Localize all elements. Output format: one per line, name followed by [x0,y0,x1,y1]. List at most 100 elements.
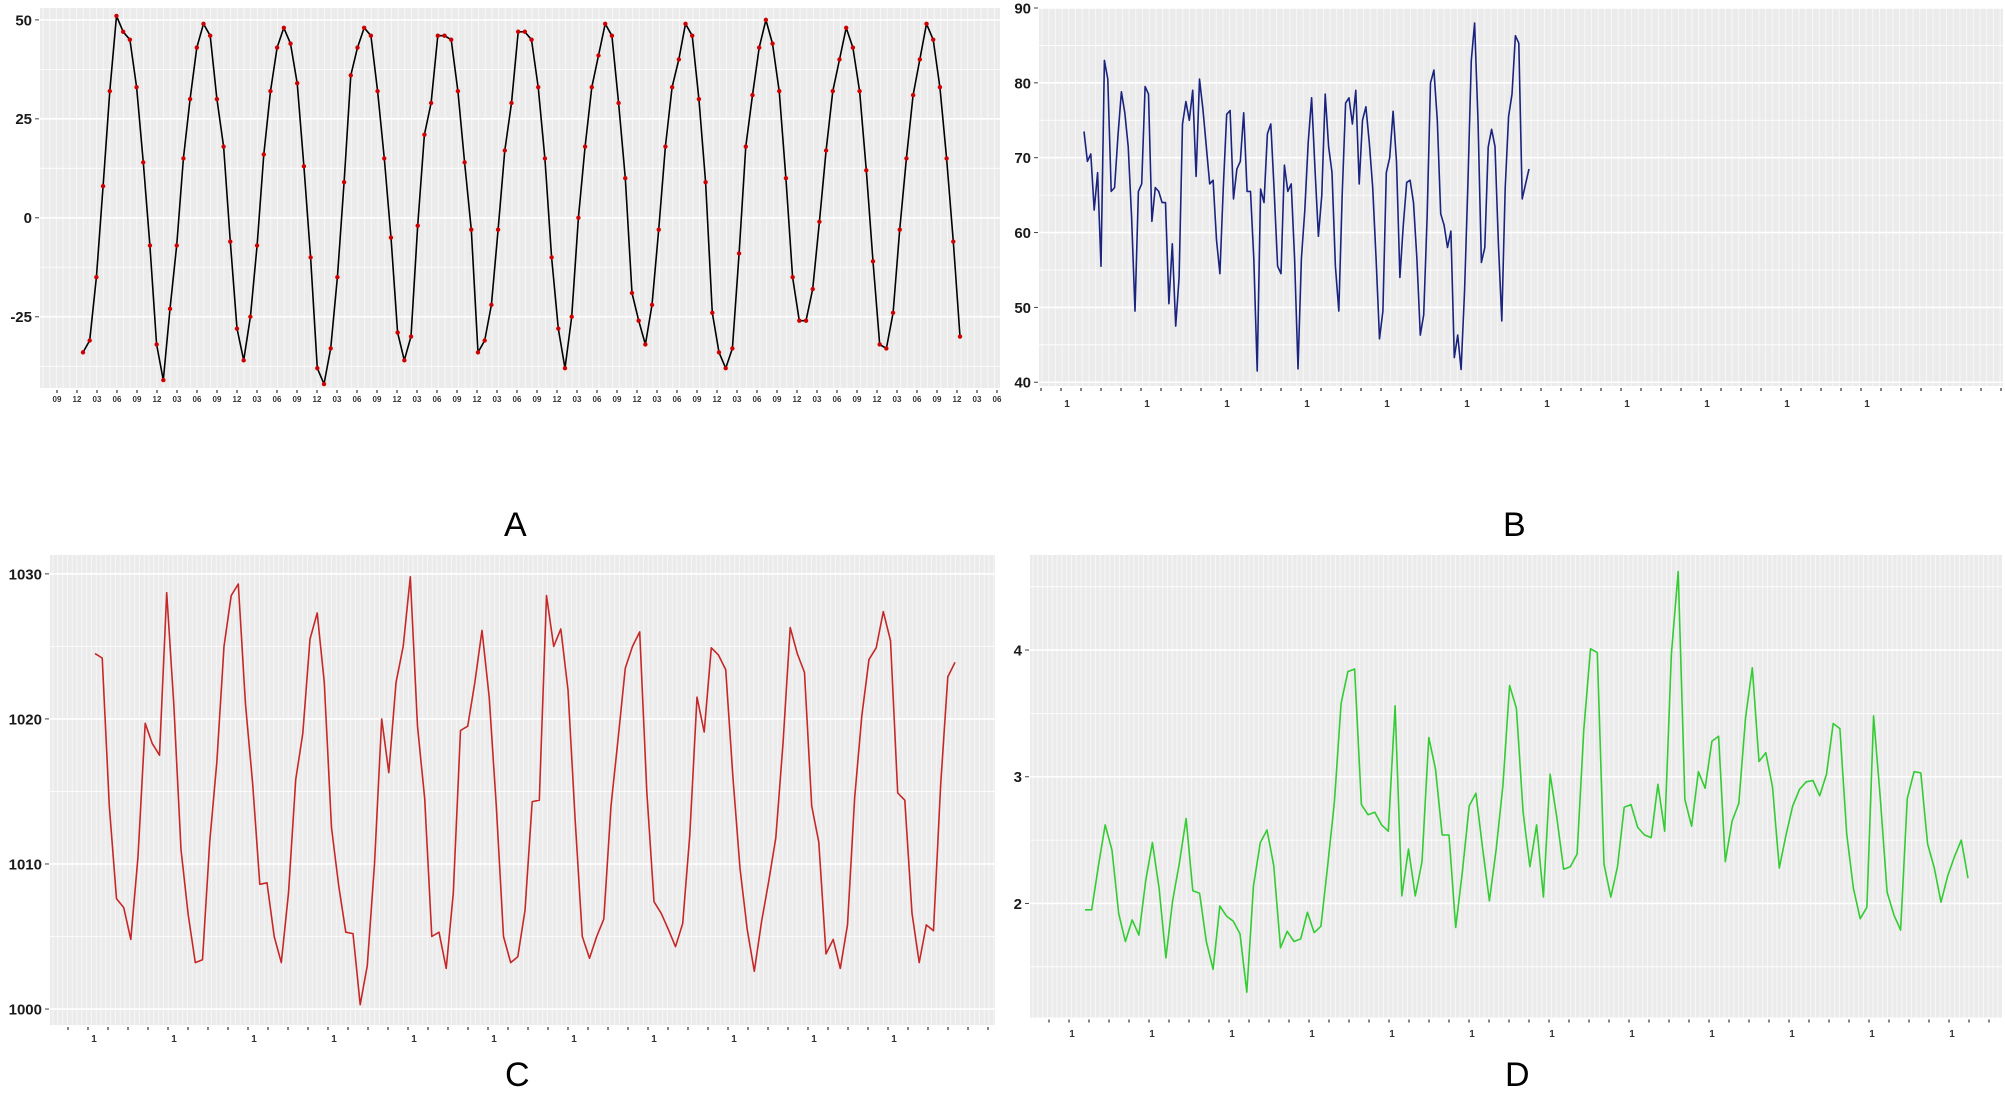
x-tick-label: 12 [473,395,482,404]
x-tick-label: 1 [1549,1029,1555,1040]
y-tick-label: 0 [24,210,32,227]
horizontal-gridlines [40,19,1000,367]
data-line [82,15,961,385]
x-tick-label: 06 [913,395,922,404]
x-tick-label: 12 [713,395,722,404]
x-tick-label: 06 [673,395,682,404]
x-axis-ticks: 1 1 1 1 1 1 1 1 1 1 1 [67,1027,989,1045]
y-tick-label: 50 [1014,300,1031,317]
x-tick-label: 1 [1469,1029,1475,1040]
y-tick-label: 25 [15,111,32,128]
vertical-gridlines [52,555,995,1025]
x-tick-label: 12 [313,395,322,404]
x-tick-label: 09 [693,395,702,404]
y-tick-label: 1030 [9,566,42,583]
x-tick-label: 1 [1229,1029,1235,1040]
panel-label-a: A [504,506,527,544]
data-line [1083,22,1530,372]
x-tick-label: 1 [491,1034,497,1045]
panel-b: 40 50 60 70 80 90 1 1 1 1 1 1 1 1 1 1 1 B [1003,0,2005,552]
x-tick-label: 09 [133,395,142,404]
x-tick-label: 1 [1389,1029,1395,1040]
x-tick-label: 03 [253,395,262,404]
x-tick-label: 1 [1149,1029,1155,1040]
y-tick-label: 40 [1014,375,1031,392]
vertical-gridlines [42,8,995,388]
x-tick-label: 03 [733,395,742,404]
x-tick-label: 06 [513,395,522,404]
plot-background [50,555,995,1025]
x-tick-label: 03 [413,395,422,404]
y-tick-label: 3 [1014,769,1022,786]
y-axis-tick-labels: -25 0 25 50 [10,12,39,326]
x-axis-ticks: 09 12 03 06 09 12 03 06 09 12 03 06 09 12 03 06 09 12 03 06… [53,390,1002,404]
x-tick-label: 09 [613,395,622,404]
y-tick-label: 80 [1014,75,1031,92]
x-tick-label: 1 [1704,399,1710,410]
x-tick-label: 06 [113,395,122,404]
x-tick-label: 1 [1464,399,1470,410]
x-tick-label: 03 [173,395,182,404]
x-tick-label: 03 [573,395,582,404]
y-tick-label: 1010 [9,856,42,873]
x-tick-label: 12 [393,395,402,404]
chart-b-plot: 40 50 60 70 80 90 1 1 1 1 1 1 1 1 1 1 1 [1014,0,2003,410]
x-tick-label: 1 [251,1034,257,1045]
x-tick-label: 09 [933,395,942,404]
x-tick-label: 12 [953,395,962,404]
horizontal-gridlines [1039,7,2003,384]
x-tick-label: 1 [1304,399,1310,410]
x-tick-label: 12 [153,395,162,404]
y-tick-label: 60 [1014,225,1031,242]
x-tick-label: 1 [1544,399,1550,410]
x-tick-label: 06 [833,395,842,404]
x-tick-label: 03 [333,395,342,404]
x-tick-label: 06 [593,395,602,404]
y-axis-tick-labels: 2 3 4 [1014,642,1029,913]
x-tick-label: 09 [853,395,862,404]
x-tick-label: 1 [411,1034,417,1045]
x-tick-label: 06 [993,395,1002,404]
y-axis-tick-labels: 40 50 60 70 80 90 [1014,0,1038,392]
x-tick-label: 1 [1069,1029,1075,1040]
data-line [94,575,956,1006]
x-tick-label: 03 [93,395,102,404]
x-tick-label: 1 [651,1034,657,1045]
x-tick-label: 09 [453,395,462,404]
x-tick-label: 1 [571,1034,577,1045]
x-tick-label: 12 [553,395,562,404]
x-tick-label: 09 [293,395,302,404]
chart-d-plot: 2 3 4 1 1 1 1 1 1 1 1 1 1 1 1 [1014,555,2002,1040]
y-tick-label: 4 [1014,642,1023,659]
x-tick-label: 1 [1384,399,1390,410]
x-tick-label: 1 [731,1034,737,1045]
x-tick-label: 03 [813,395,822,404]
x-tick-label: 03 [973,395,982,404]
panel-label-d: D [1505,1056,1530,1094]
panel-label-b: B [1503,506,1526,544]
x-tick-label: 1 [1629,1029,1635,1040]
panel-d: 2 3 4 1 1 1 1 1 1 1 1 1 1 1 1 D [1003,552,2005,1104]
vertical-gridlines [1041,8,2001,386]
chart-c-plot: 1000 1010 1020 1030 1 1 1 1 1 1 1 1 1 1 1 [9,555,995,1045]
x-tick-label: 06 [273,395,282,404]
x-tick-label: 09 [373,395,382,404]
x-tick-label: 09 [213,395,222,404]
plot-background [1030,555,2002,1018]
x-tick-label: 12 [793,395,802,404]
x-tick-label: 1 [891,1034,897,1045]
x-tick-label: 12 [633,395,642,404]
x-tick-label: 09 [53,395,62,404]
x-tick-label: 1 [1624,399,1630,410]
x-tick-label: 1 [1309,1029,1315,1040]
panel-label-c: C [505,1056,530,1094]
x-tick-label: 12 [233,395,242,404]
y-tick-label: -25 [10,309,32,326]
panel-c: 1000 1010 1020 1030 1 1 1 1 1 1 1 1 1 1 1 C [0,552,1002,1104]
x-tick-label: 09 [773,395,782,404]
horizontal-gridlines [50,573,995,1010]
y-tick-label: 70 [1014,150,1031,167]
x-tick-label: 06 [193,395,202,404]
x-tick-label: 1 [91,1034,97,1045]
y-tick-label: 2 [1014,896,1022,913]
